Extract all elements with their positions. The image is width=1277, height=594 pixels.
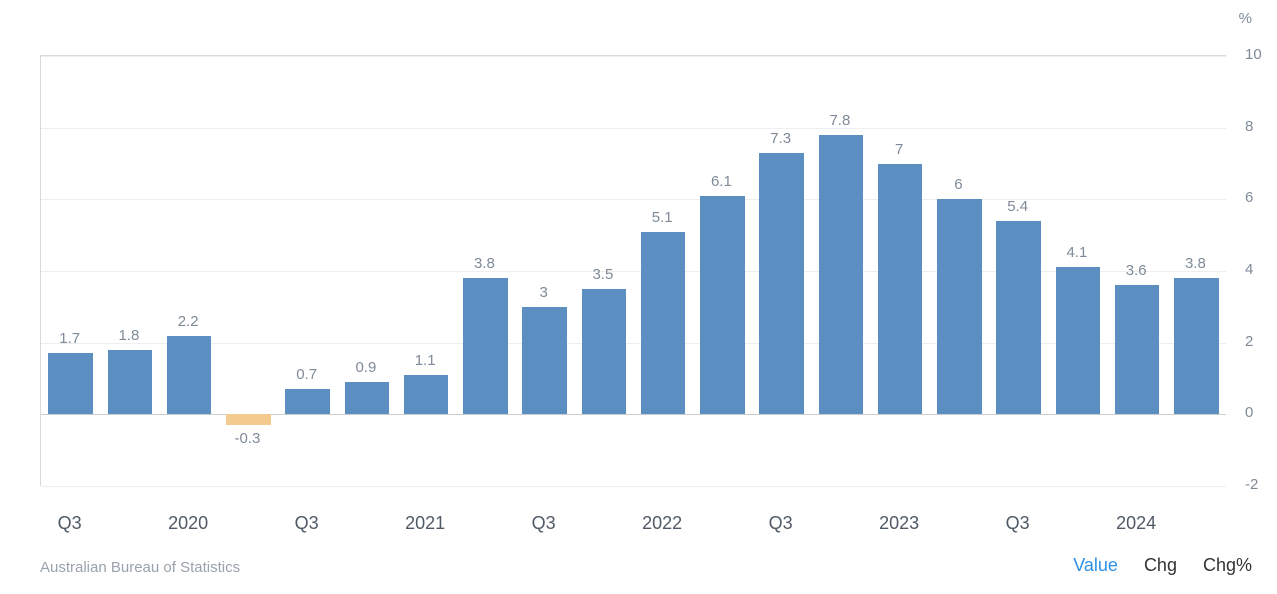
bar[interactable] (345, 382, 389, 414)
gridline (41, 128, 1226, 129)
xtick-label: 2024 (1116, 513, 1156, 534)
ytick-label: -2 (1245, 476, 1258, 493)
ytick-label: 2 (1245, 333, 1253, 350)
bar-value-label: 5.4 (1007, 198, 1028, 215)
gridline (41, 199, 1226, 200)
xtick-label: 2021 (405, 513, 445, 534)
mode-tab-chg[interactable]: Chg (1144, 555, 1177, 576)
bar-value-label: 1.1 (415, 352, 436, 369)
gridline (41, 486, 1226, 487)
source-label: Australian Bureau of Statistics (40, 559, 240, 576)
bar-value-label: 2.2 (178, 313, 199, 330)
bar[interactable] (48, 353, 92, 414)
xtick-label: Q3 (532, 513, 556, 534)
xtick-label: Q3 (1006, 513, 1030, 534)
ytick-label: 6 (1245, 189, 1253, 206)
xtick-label: 2020 (168, 513, 208, 534)
chart-footer: Australian Bureau of Statistics Value Chg… (40, 552, 1252, 576)
bar-value-label: 1.8 (118, 327, 139, 344)
chart-container: % -2 0 2 4 6 8 10 Q3 2020 Q3 2021 Q3 2022 Q3 2023 Q3 20… (0, 0, 1277, 594)
bar-value-label: -0.3 (234, 430, 260, 447)
bar[interactable] (996, 221, 1040, 415)
bar[interactable] (108, 350, 152, 415)
unit-label: % (1239, 10, 1252, 27)
bar[interactable] (937, 199, 981, 414)
bar[interactable] (641, 232, 685, 415)
mode-tab-chgpct[interactable]: Chg% (1203, 555, 1252, 576)
xtick-label: Q3 (295, 513, 319, 534)
ytick-label: 0 (1245, 404, 1253, 421)
bar[interactable] (167, 336, 211, 415)
bar[interactable] (700, 196, 744, 415)
bar[interactable] (1174, 278, 1218, 414)
ytick-label: 4 (1245, 261, 1253, 278)
bar[interactable] (226, 414, 270, 425)
bar[interactable] (819, 135, 863, 415)
bar-value-label: 6.1 (711, 173, 732, 190)
mode-tab-value[interactable]: Value (1073, 555, 1118, 576)
plot-area (40, 55, 1226, 486)
bar-value-label: 5.1 (652, 209, 673, 226)
mode-tabs: Value Chg Chg% (1047, 555, 1252, 576)
bar-value-label: 7.8 (829, 112, 850, 129)
bar-value-label: 3.8 (474, 255, 495, 272)
gridline (41, 343, 1226, 344)
bar[interactable] (1115, 285, 1159, 414)
gridline (41, 56, 1226, 57)
bar-value-label: 4.1 (1066, 244, 1087, 261)
bar-value-label: 1.7 (59, 330, 80, 347)
bar-value-label: 3.5 (592, 266, 613, 283)
bar-value-label: 7.3 (770, 130, 791, 147)
bar-value-label: 3 (539, 284, 547, 301)
bar[interactable] (463, 278, 507, 414)
ytick-label: 8 (1245, 118, 1253, 135)
bar[interactable] (759, 153, 803, 415)
xtick-label: 2022 (642, 513, 682, 534)
bar[interactable] (285, 389, 329, 414)
bar-value-label: 0.9 (355, 359, 376, 376)
bar-value-label: 3.8 (1185, 255, 1206, 272)
bar-value-label: 7 (895, 141, 903, 158)
bar-value-label: 0.7 (296, 366, 317, 383)
xtick-label: 2023 (879, 513, 919, 534)
bar[interactable] (404, 375, 448, 414)
bar-value-label: 6 (954, 176, 962, 193)
bar[interactable] (522, 307, 566, 415)
bar[interactable] (878, 164, 922, 415)
zero-line (41, 414, 1226, 415)
bar[interactable] (582, 289, 626, 414)
xtick-label: Q3 (58, 513, 82, 534)
bar[interactable] (1056, 267, 1100, 414)
xtick-label: Q3 (769, 513, 793, 534)
gridline (41, 271, 1226, 272)
ytick-label: 10 (1245, 46, 1262, 63)
bar-value-label: 3.6 (1126, 262, 1147, 279)
